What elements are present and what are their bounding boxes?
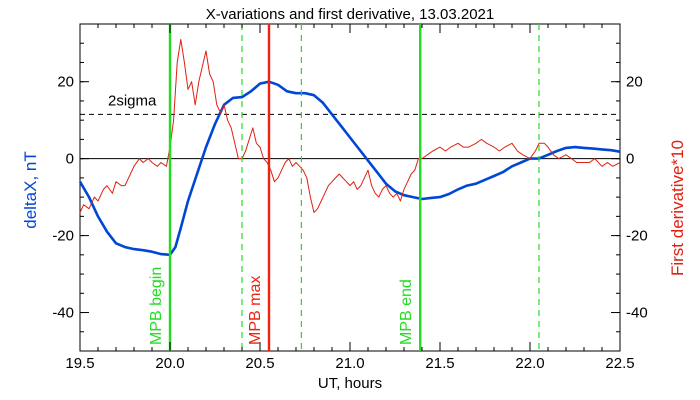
mpb-label-mpb-end: MPB end xyxy=(398,279,415,345)
y-tick-label-right: -40 xyxy=(626,305,648,322)
x-tick-label: 21.5 xyxy=(425,355,454,372)
y-tick-label-left: -40 xyxy=(52,305,74,322)
x-tick-label: 22.0 xyxy=(515,355,544,372)
x-axis-label: UT, hours xyxy=(318,375,382,392)
annotation-labels: 2sigma MPB begin MPB max MPB end xyxy=(108,92,415,345)
mpb-lines xyxy=(168,24,540,351)
x-tick-label: 19.5 xyxy=(65,355,94,372)
y-tick-label-left: -20 xyxy=(52,228,74,245)
chart-title: X-variations and first derivative, 13.03… xyxy=(206,6,495,23)
y-tick-label-right: 0 xyxy=(626,151,634,168)
series-line-derivative xyxy=(79,38,621,213)
y-tick-label-right: -20 xyxy=(626,228,648,245)
x-tick-label: 20.0 xyxy=(155,355,184,372)
mpb-label-mpb-max: MPB max xyxy=(247,276,264,345)
y-tick-label-right: 20 xyxy=(626,74,643,91)
x-tick-label: 21.0 xyxy=(335,355,364,372)
y-tick-label-left: 20 xyxy=(57,74,74,91)
mpb-label-mpb-begin: MPB begin xyxy=(148,267,165,345)
axis-ticks: 19.5 20.0 20.5 21.0 21.5 22.0 22.5 -40 -40 -20 -20… xyxy=(52,23,648,372)
y-axis-label-left: deltaX, nT xyxy=(21,151,40,229)
y-axis-label-right: First derivative*10 xyxy=(668,140,687,276)
sigma-label: 2sigma xyxy=(108,92,157,109)
y-tick-label-left: 0 xyxy=(66,151,74,168)
x-tick-label: 22.5 xyxy=(605,355,634,372)
x-tick-label: 20.5 xyxy=(245,355,274,372)
